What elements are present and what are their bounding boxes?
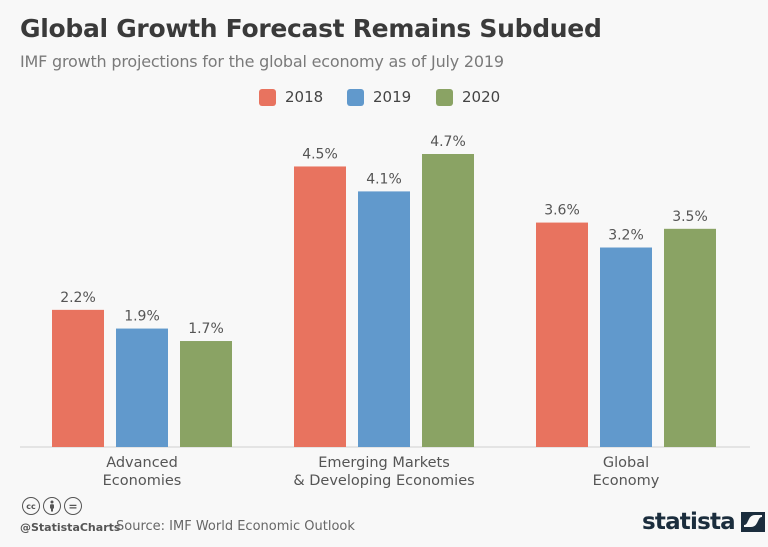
legend-item-2019: 2019 [347,88,411,106]
no-derivatives-icon: = [64,497,82,515]
category-label-0-line-0: Advanced [106,455,178,471]
bar-2019-1 [358,191,410,447]
attribution-icon [43,497,61,515]
bar-2018-1 [294,166,346,447]
category-label-2-line-0: Global [603,455,649,471]
value-labels-group: 2.2% 1.9% 1.7% 4.5% 4.1% 4.7% 3.6% 3.2% 3.5% [60,134,708,337]
bar-2019-0 [116,328,168,447]
legend-swatch-2018 [259,88,276,106]
value-label-2019-1: 4.1% [366,171,402,187]
chart-title: Global Growth Forecast Remains Subdued [20,14,602,43]
logo-text: statista [642,509,736,535]
bar-2018-0 [52,309,104,447]
bar-2018-2 [536,222,588,447]
bar-2020-1 [422,154,474,447]
category-label-1-line-1: & Developing Economies [293,473,474,489]
category-label-0-line-1: Economies [103,473,182,489]
legend-item-2018: 2018 [259,88,323,106]
value-label-2018-0: 2.2% [60,290,96,306]
category-labels-group: Advanced Economies Emerging Markets & Devel… [103,455,660,489]
value-label-2020-1: 4.7% [430,134,466,150]
twitter-handle[interactable]: @StatistaCharts [20,521,121,534]
cc-icon: cc [22,497,40,515]
legend-label-2018: 2018 [285,88,324,106]
value-label-2019-2: 3.2% [608,228,644,244]
license-icons: cc = [22,497,82,515]
statista-logo-icon [740,512,765,532]
bars-group [52,154,716,447]
legend-label-2019: 2019 [373,88,412,106]
legend-swatch-2020 [436,88,453,106]
value-label-2018-2: 3.6% [544,203,580,219]
value-label-2020-2: 3.5% [672,209,708,225]
legend: 2018 2019 2020 [0,88,768,110]
bar-2019-2 [600,247,652,447]
legend-item-2020: 2020 [436,88,500,106]
chart-subtitle: IMF growth projections for the global ec… [20,52,504,71]
legend-swatch-2019 [347,88,364,106]
bar-2020-2 [664,228,716,447]
value-label-2018-1: 4.5% [302,146,338,162]
source-note: Source: IMF World Economic Outlook [116,519,355,534]
category-label-1-line-0: Emerging Markets [318,455,450,471]
value-label-2019-0: 1.9% [124,309,160,325]
legend-label-2020: 2020 [462,88,501,106]
bar-chart: 2.2% 1.9% 1.7% 4.5% 4.1% 4.7% 3.6% 3.2% 3.5% Adv… [20,134,750,489]
category-label-2-line-1: Economy [593,473,660,489]
statista-logo[interactable]: statista [642,509,765,535]
value-label-2020-0: 1.7% [188,321,224,337]
bar-2020-0 [180,341,232,447]
